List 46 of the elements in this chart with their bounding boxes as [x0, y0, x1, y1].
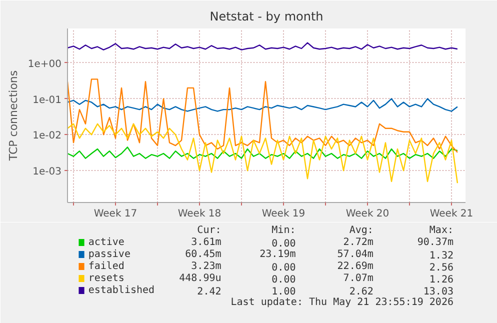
text: Min: [272, 225, 296, 236]
y-tick-label: 1e-01 [32, 94, 62, 106]
legend-label: active [88, 237, 124, 248]
x-tick-label: Week 21 [430, 208, 474, 220]
text: Avg: [349, 225, 374, 236]
text: Last update: Thu May 21 23:55:19 2026 [230, 297, 454, 308]
text: Max: [429, 225, 454, 236]
legend-label: established [88, 285, 155, 296]
y-tick-label: 1e-02 [32, 130, 62, 142]
text: 57.04m [337, 249, 374, 260]
text: 0.00 [272, 262, 296, 274]
text: 0.00 [272, 238, 296, 250]
text: 3.61m [191, 237, 222, 248]
text: 2.62 [349, 286, 374, 298]
chart-title: Netstat - by month [210, 10, 324, 24]
text: 7.07m [343, 273, 374, 284]
text: Cur: [197, 225, 222, 236]
legend-label: resets [88, 273, 124, 284]
line-series [68, 98, 458, 112]
text: 2.42 [197, 286, 222, 298]
x-tick-label: Week 20 [346, 208, 390, 220]
text: 1.26 [429, 274, 454, 286]
y-tick-label: 1e+00 [28, 58, 62, 70]
line-series [68, 78, 458, 153]
text: 60.45m [185, 249, 222, 260]
text: 23.19m [260, 249, 296, 260]
text: 2.56 [429, 262, 454, 274]
line-series [68, 146, 458, 159]
text: 90.37m [417, 237, 454, 248]
x-tick-label: Week 18 [178, 208, 222, 220]
line-series [68, 42, 458, 50]
x-tick-label: Week 17 [94, 208, 138, 220]
text: 13.03 [423, 286, 454, 298]
text: 0.00 [272, 274, 296, 286]
text: 1.00 [272, 286, 296, 298]
text: 22.69m [337, 261, 374, 272]
x-tick-label: Week 19 [262, 208, 306, 220]
legend-label: passive [88, 249, 130, 260]
line-series [68, 123, 458, 184]
y-axis-title: TCP connections [6, 70, 20, 162]
y-tick-label: 1e-03 [32, 166, 62, 178]
text: 1.32 [429, 250, 454, 262]
text: 2.72m [343, 237, 374, 248]
text: 448.99u [179, 273, 222, 284]
text: 3.23m [191, 261, 222, 272]
legend-label: failed [88, 261, 124, 272]
